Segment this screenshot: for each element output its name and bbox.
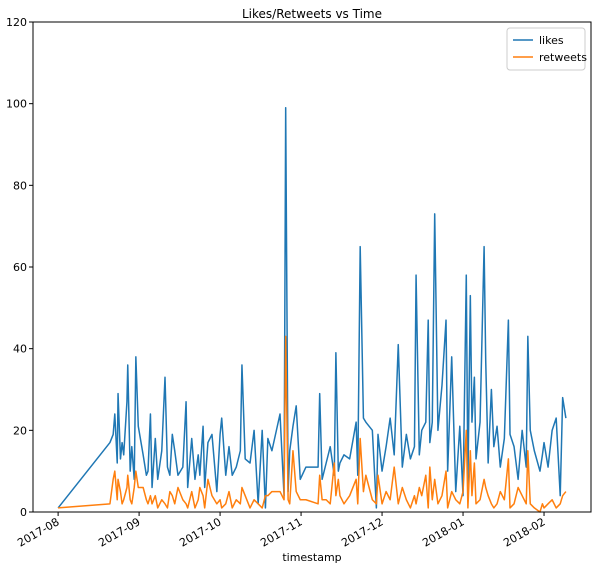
- y-tick-label: 80: [13, 179, 27, 192]
- x-tick-label: 2018-01: [420, 515, 466, 549]
- x-tick-label: 2018-02: [501, 515, 547, 549]
- y-tick-label: 120: [6, 16, 27, 29]
- x-tick-label: 2017-12: [339, 515, 385, 549]
- y-tick-label: 20: [13, 424, 27, 437]
- y-tick-label: 40: [13, 343, 27, 356]
- y-tick-label: 0: [20, 506, 27, 519]
- x-tick-label: 2017-10: [177, 515, 223, 549]
- legend-label: retweets: [539, 51, 587, 64]
- x-tick-label: 2017-11: [258, 515, 304, 549]
- plot-frame: [32, 21, 592, 513]
- chart-title: Likes/Retweets vs Time: [242, 7, 382, 21]
- y-tick-label: 60: [13, 261, 27, 274]
- y-tick-label: 100: [6, 98, 27, 111]
- line-series: [57, 107, 567, 509]
- line-series: [58, 335, 567, 513]
- legend-box: [506, 27, 586, 71]
- legend: likes retweets: [506, 27, 587, 71]
- x-axis-label: timestamp: [282, 551, 341, 564]
- x-tick-label: 2017-09: [96, 515, 142, 549]
- legend-label: likes: [539, 34, 564, 47]
- x-tick-label: 2017-08: [15, 515, 61, 549]
